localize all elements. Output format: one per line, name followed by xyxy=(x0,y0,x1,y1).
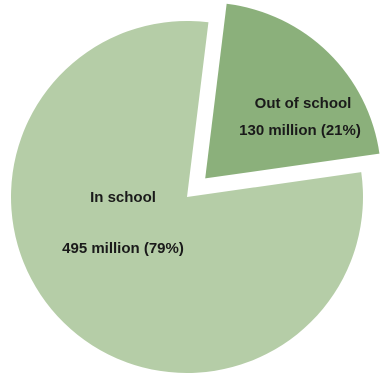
pie-slice-out-of-school xyxy=(205,3,380,179)
slice-value-out-of-school: 130 million (21%) xyxy=(239,122,361,139)
pie-slice-in-school xyxy=(11,21,363,373)
slice-value-in-school: 495 million (79%) xyxy=(62,240,184,257)
slice-label-out-of-school: Out of school xyxy=(255,95,352,112)
slice-label-in-school: In school xyxy=(90,189,156,206)
